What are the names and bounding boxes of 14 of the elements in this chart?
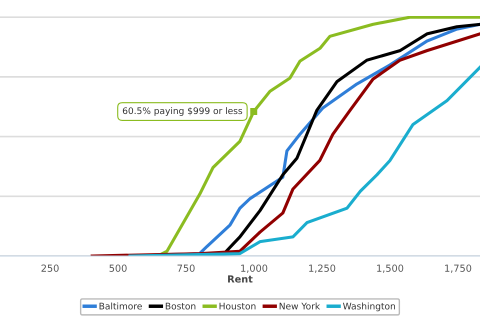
x-tick-label: 1,750 xyxy=(445,264,472,273)
legend-label: New York xyxy=(280,302,320,310)
legend-label: Houston xyxy=(220,302,256,310)
x-axis-title: Rent xyxy=(228,275,253,283)
x-tick-label: 500 xyxy=(110,264,127,272)
legend-label: Washington xyxy=(343,302,395,312)
legend-label: Boston xyxy=(166,302,196,310)
x-tick-label: 1,000 xyxy=(241,264,268,273)
x-tick-label: 1,500 xyxy=(377,264,404,273)
x-tick-label: 250 xyxy=(41,264,59,272)
legend-label: Baltimore xyxy=(100,302,142,310)
annotation: 60.5% paying $999 or less xyxy=(122,107,242,116)
x-tick-label: 1,250 xyxy=(309,264,336,273)
x-tick-label: 750 xyxy=(178,264,195,272)
